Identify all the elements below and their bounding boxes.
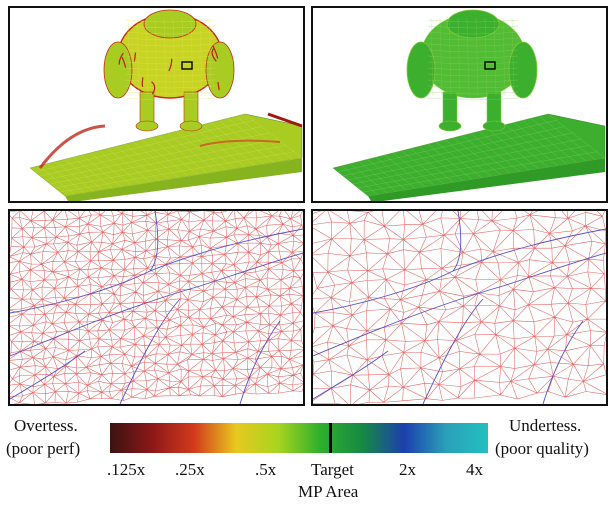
tick-label-2x: 2x [399, 460, 416, 479]
undertess-note: (poor quality) [495, 439, 589, 458]
overtess-label: Overtess. [14, 416, 78, 435]
mesh-panel-right [311, 209, 608, 406]
overtess-note: (poor perf) [6, 439, 81, 458]
heatmap-panel-left [8, 6, 305, 203]
mesh-closeup-right [313, 211, 606, 404]
colorbar [110, 423, 488, 453]
mesh-panel-left [8, 209, 305, 406]
robot-heatmap-left [29, 9, 303, 201]
tick-label-target: Target [311, 460, 354, 479]
tick-label-025x: .25x [175, 460, 205, 479]
colorbar-gradient [110, 423, 488, 453]
platform-front-face [65, 158, 302, 201]
mesh-closeup-left [10, 211, 303, 404]
mesh-wireframe [10, 211, 303, 404]
robot-figure [406, 9, 538, 132]
tick-label-4x: 4x [466, 460, 483, 479]
platform-front-face [368, 158, 605, 201]
undertess-label: Undertess. [509, 416, 582, 435]
mesh-wireframe [313, 211, 606, 404]
robot-figure [103, 9, 235, 132]
robot-heatmap-right [332, 9, 606, 201]
tick-label-0125x: .125x [107, 460, 146, 479]
colorbar-axis-label: MP Area [298, 482, 359, 501]
zoom-region-box [484, 61, 496, 70]
target-marker [329, 423, 332, 453]
heatmap-panel-right [311, 6, 608, 203]
tick-label-05x: .5x [255, 460, 277, 479]
zoom-region-box [181, 61, 193, 70]
mesh-seams [10, 211, 303, 404]
mesh-seams [313, 211, 606, 404]
